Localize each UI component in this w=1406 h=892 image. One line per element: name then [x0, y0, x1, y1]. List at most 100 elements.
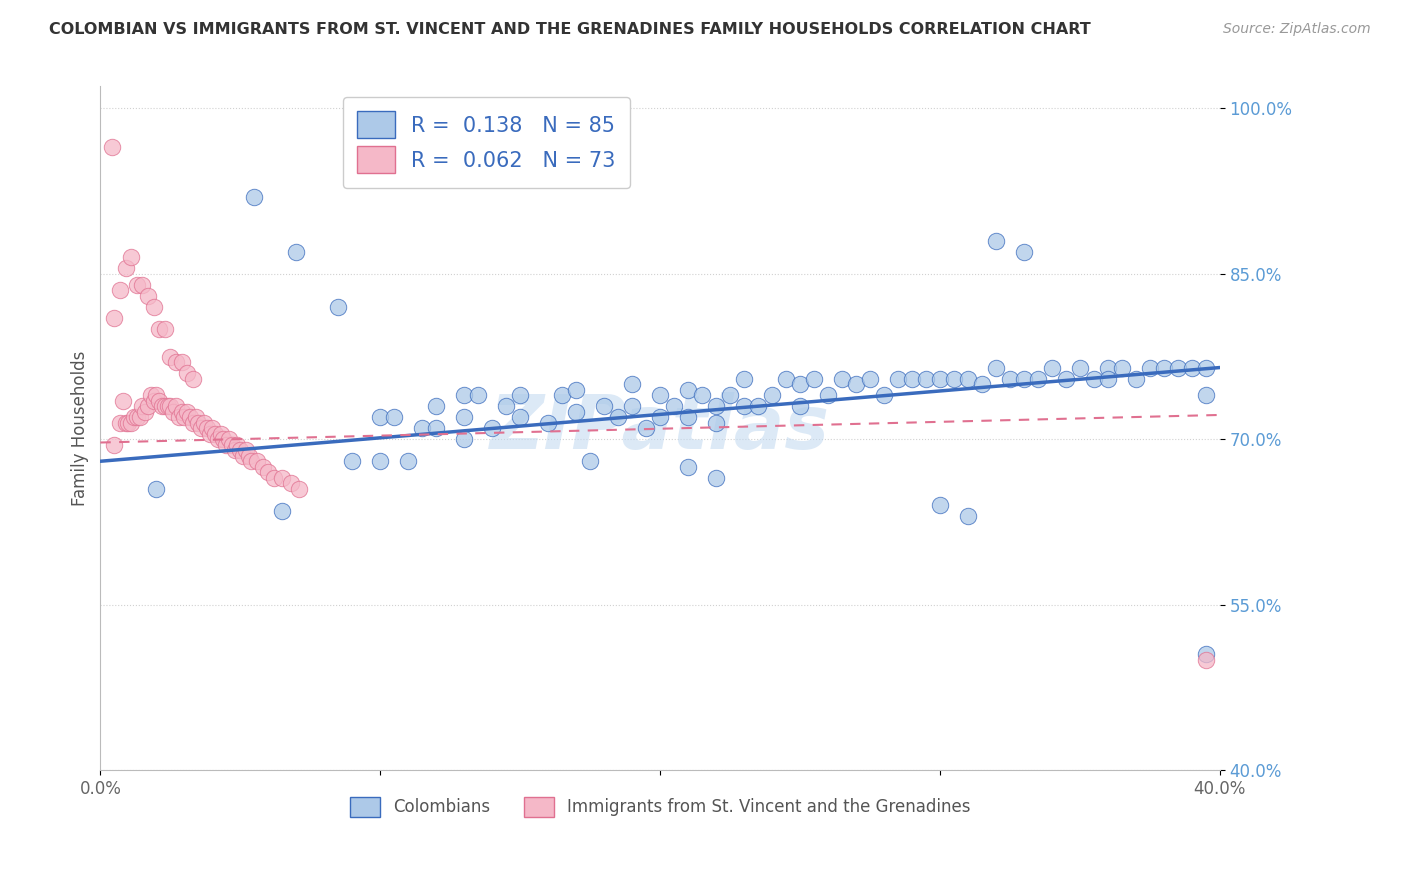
Point: [145, 388, 167, 402]
Point: [103, 310, 125, 325]
Point: [184, 410, 207, 425]
Text: ZIPatlas: ZIPatlas: [491, 392, 830, 465]
Point: [509, 388, 531, 402]
Point: [128, 410, 150, 425]
Point: [1195, 647, 1218, 661]
Point: [704, 416, 727, 430]
Point: [142, 300, 165, 314]
Point: [181, 416, 204, 430]
Point: [1153, 360, 1175, 375]
Point: [212, 432, 235, 446]
Point: [579, 454, 602, 468]
Point: [453, 432, 475, 446]
Point: [382, 410, 405, 425]
Point: [845, 377, 868, 392]
Point: [170, 404, 193, 418]
Point: [229, 443, 252, 458]
Point: [789, 377, 811, 392]
Point: [509, 410, 531, 425]
Point: [1054, 371, 1077, 385]
Point: [984, 360, 1007, 375]
Point: [165, 355, 187, 369]
Point: [690, 388, 713, 402]
Point: [165, 399, 187, 413]
Point: [150, 399, 173, 413]
Point: [176, 366, 198, 380]
Point: [1111, 360, 1133, 375]
Point: [761, 388, 783, 402]
Point: [111, 393, 134, 408]
Point: [153, 399, 176, 413]
Point: [243, 189, 266, 203]
Point: [181, 371, 204, 385]
Point: [718, 388, 741, 402]
Point: [198, 426, 221, 441]
Point: [537, 416, 560, 430]
Point: [114, 416, 136, 430]
Point: [1195, 360, 1218, 375]
Point: [240, 454, 263, 468]
Point: [1012, 371, 1035, 385]
Point: [1097, 360, 1119, 375]
Point: [648, 410, 671, 425]
Point: [114, 261, 136, 276]
Point: [134, 404, 156, 418]
Point: [873, 388, 896, 402]
Point: [495, 399, 517, 413]
Point: [1181, 360, 1204, 375]
Point: [929, 371, 952, 385]
Point: [162, 404, 184, 418]
Point: [103, 438, 125, 452]
Point: [733, 371, 755, 385]
Point: [676, 410, 699, 425]
Point: [131, 277, 153, 292]
Point: [159, 399, 181, 413]
Point: [593, 399, 616, 413]
Point: [201, 421, 224, 435]
Point: [425, 421, 447, 435]
Point: [285, 244, 308, 259]
Point: [565, 383, 588, 397]
Point: [621, 377, 644, 392]
Point: [136, 399, 159, 413]
Point: [204, 426, 226, 441]
Point: [195, 421, 218, 435]
Point: [131, 399, 153, 413]
Point: [117, 416, 139, 430]
Legend: Colombians, Immigrants from St. Vincent and the Grenadines: Colombians, Immigrants from St. Vincent …: [343, 790, 977, 823]
Point: [226, 438, 249, 452]
Point: [1012, 244, 1035, 259]
Point: [238, 449, 260, 463]
Point: [453, 388, 475, 402]
Point: [467, 388, 489, 402]
Point: [156, 399, 179, 413]
Point: [207, 432, 229, 446]
Point: [159, 350, 181, 364]
Point: [1139, 360, 1161, 375]
Point: [1195, 388, 1218, 402]
Point: [252, 459, 274, 474]
Point: [859, 371, 882, 385]
Point: [915, 371, 938, 385]
Point: [636, 421, 658, 435]
Point: [425, 399, 447, 413]
Point: [704, 471, 727, 485]
Point: [887, 371, 910, 385]
Y-axis label: Family Households: Family Households: [72, 351, 89, 506]
Point: [328, 300, 350, 314]
Point: [280, 476, 302, 491]
Point: [396, 454, 419, 468]
Point: [271, 504, 294, 518]
Point: [1097, 371, 1119, 385]
Point: [1083, 371, 1105, 385]
Point: [789, 399, 811, 413]
Point: [1069, 360, 1091, 375]
Point: [1195, 653, 1218, 667]
Point: [190, 421, 212, 435]
Point: [1167, 360, 1189, 375]
Point: [108, 284, 131, 298]
Point: [342, 454, 364, 468]
Point: [1125, 371, 1147, 385]
Point: [1026, 371, 1049, 385]
Point: [943, 371, 966, 385]
